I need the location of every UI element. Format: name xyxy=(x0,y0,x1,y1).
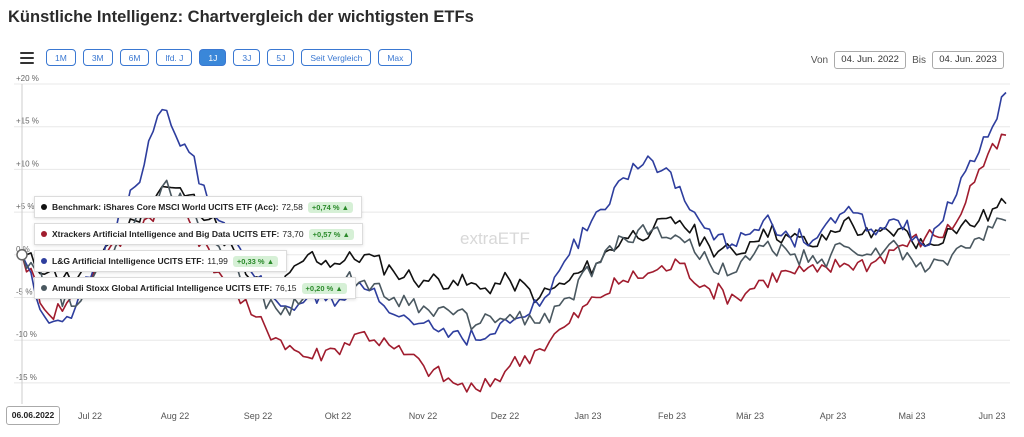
tooltip-value: 73,70 xyxy=(282,229,304,239)
range-button-0[interactable]: 1M xyxy=(46,49,76,66)
x-tick-label: Mai 23 xyxy=(898,411,925,421)
series-dot xyxy=(41,258,47,264)
tooltip-change: +0,33 % xyxy=(236,256,265,266)
tooltip-change: +0,20 % xyxy=(305,283,334,293)
range-button-4[interactable]: 1J xyxy=(199,49,227,66)
cursor-marker xyxy=(16,84,28,404)
series-line-2 xyxy=(21,91,1007,346)
tooltip-item: Benchmark: iShares Core MSCI World UCITS… xyxy=(34,196,363,218)
date-range: Von 04. Jun. 2022 Bis 04. Jun. 2023 xyxy=(811,51,1004,69)
range-button-2[interactable]: 6M xyxy=(119,49,150,66)
x-tick-label: Mär 23 xyxy=(736,411,764,421)
range-buttons: 1M 3M 6M lfd. J 1J 3J 5J Seit Vergleich Max xyxy=(46,49,413,66)
x-tick-label: Feb 23 xyxy=(658,411,686,421)
x-tick-label: Jan 23 xyxy=(574,411,601,421)
y-tick-label: +15 % xyxy=(16,117,39,126)
tooltip-change: +0,74 % xyxy=(311,202,340,212)
tooltip-item: Amundi Stoxx Global Artificial Intellige… xyxy=(34,277,356,299)
x-tick-label: Sep 22 xyxy=(244,411,273,421)
range-button-1[interactable]: 3M xyxy=(82,49,113,66)
range-button-6[interactable]: 5J xyxy=(267,49,295,66)
series-dot xyxy=(41,204,47,210)
hamburger-icon[interactable] xyxy=(20,52,34,64)
from-label: Von xyxy=(810,54,829,66)
x-tick-label: Nov 22 xyxy=(409,411,438,421)
x-tick-label: Dez 22 xyxy=(491,411,520,421)
x-tick-label: Aug 22 xyxy=(161,411,190,421)
tooltip-change-badge: +0,57 % ▲ xyxy=(308,228,354,240)
range-button-8[interactable]: Max xyxy=(378,49,413,66)
tooltip-change-badge: +0,33 % ▲ xyxy=(232,255,279,267)
to-date-input[interactable]: 04. Jun. 2023 xyxy=(932,51,1004,69)
page-title: Künstliche Intelligenz: Chartvergleich d… xyxy=(8,8,474,26)
watermark-logo: extraETF xyxy=(460,229,530,248)
y-tick-label: +10 % xyxy=(16,159,39,168)
x-tick-label: Jul 22 xyxy=(78,411,102,421)
series-dot xyxy=(41,231,47,237)
y-tick-label: -5 % xyxy=(16,288,32,297)
cursor-dot xyxy=(16,249,28,261)
range-button-7[interactable]: Seit Vergleich xyxy=(301,49,372,66)
tooltip-series-name: L&G Artificial Intelligence UCITS ETF: xyxy=(52,256,205,266)
to-label: Bis xyxy=(912,54,926,66)
series-dot xyxy=(41,285,47,291)
y-tick-label: +20 % xyxy=(16,74,39,83)
cursor-date: 06.06.2022 xyxy=(6,406,60,425)
tooltip-value: 72,58 xyxy=(281,202,303,212)
x-axis: Jul 22 Aug 22 Sep 22 Okt 22 Nov 22 Dez 22 Jan … xyxy=(78,411,1006,421)
x-tick-label: Apr 23 xyxy=(820,411,847,421)
tooltip-series-name: Xtrackers Artificial Intelligence and Bi… xyxy=(52,229,280,239)
y-tick-label: +5 % xyxy=(16,202,34,211)
y-tick-label: -10 % xyxy=(16,330,37,339)
tooltip-item: Xtrackers Artificial Intelligence and Bi… xyxy=(34,223,363,245)
x-tick-label: Jun 23 xyxy=(978,411,1005,421)
tooltip-change: +0,57 % xyxy=(312,229,341,239)
range-button-3[interactable]: lfd. J xyxy=(156,49,193,66)
tooltip-series-name: Amundi Stoxx Global Artificial Intellige… xyxy=(52,283,273,293)
tooltip-change-badge: +0,20 % ▲ xyxy=(301,282,347,294)
tooltip-value: 76,15 xyxy=(275,283,297,293)
y-tick-label: -15 % xyxy=(16,373,37,382)
tooltip-change-badge: +0,74 % ▲ xyxy=(307,201,354,213)
from-date-input[interactable]: 04. Jun. 2022 xyxy=(834,51,907,69)
x-tick-label: Okt 22 xyxy=(325,411,352,421)
tooltip-value: 11,99 xyxy=(207,256,228,266)
range-button-5[interactable]: 3J xyxy=(233,49,261,66)
tooltip-item: L&G Artificial Intelligence UCITS ETF: 11… xyxy=(34,250,288,272)
tooltip-series-name: Benchmark: iShares Core MSCI World UCITS… xyxy=(52,202,279,212)
